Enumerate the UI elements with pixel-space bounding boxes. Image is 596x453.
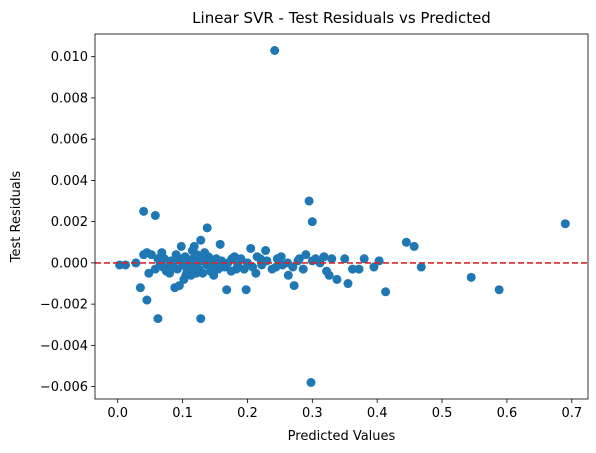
data-point [381,287,391,297]
data-point [174,281,184,291]
data-point [185,262,195,272]
data-point [289,281,299,291]
data-point [319,252,329,262]
data-point [222,285,232,295]
x-tick-label: 0.5 [432,406,453,421]
data-point [135,283,145,293]
data-point [306,378,316,387]
data-point [261,246,271,256]
data-point [340,254,350,264]
data-point [203,256,213,266]
data-point [236,254,246,264]
data-point [196,235,206,245]
data-point [246,243,256,253]
data-point [327,254,337,264]
plot-frame [94,33,589,400]
data-point [359,254,369,264]
data-point [288,262,298,272]
y-tick-label: 0.010 [51,50,88,65]
y-axis: −0.006 −0.004 −0.002 0.000 0.002 0.004 0.006 0.… [40,50,95,395]
y-tick-label: −0.002 [40,298,88,313]
x-tick-label: 0.7 [561,406,582,421]
data-point [298,264,308,274]
data-point [343,279,353,289]
data-point [401,237,411,247]
data-point [196,314,206,324]
y-tick-label: 0.002 [51,215,88,230]
data-point [179,274,189,284]
data-point [301,250,311,260]
data-point [227,254,237,264]
points-layer [115,46,570,387]
data-point [409,241,419,251]
data-point [150,210,160,220]
data-point [494,285,504,295]
data-point [307,256,317,266]
data-point [215,260,225,270]
data-point [198,268,208,278]
data-point [270,46,280,55]
data-point [241,285,251,295]
x-tick-label: 0.0 [107,406,128,421]
chart-title: Linear SVR - Test Residuals vs Predicted [192,9,491,27]
data-point [215,239,225,249]
y-tick-label: 0.006 [51,133,88,148]
y-tick-label: 0.008 [51,91,88,106]
data-point [374,256,384,266]
data-point [176,241,186,251]
data-point [348,264,358,274]
x-tick-label: 0.4 [367,406,388,421]
x-tick-label: 0.3 [302,406,323,421]
data-point [304,196,314,206]
data-point [142,295,152,305]
y-axis-label: Test Residuals [9,171,24,264]
data-point [332,274,342,284]
data-point [202,223,212,233]
data-point [187,246,197,256]
data-point [560,219,570,229]
x-tick-label: 0.6 [497,406,518,421]
data-point [139,206,149,216]
data-point [144,268,154,278]
data-point [153,314,163,324]
data-point [209,270,219,280]
y-tick-label: 0.000 [51,256,88,271]
data-point [255,254,265,264]
y-tick-label: −0.004 [40,339,88,354]
data-point [276,252,286,262]
data-point [466,272,476,282]
data-point [307,217,317,227]
data-point [120,260,130,270]
data-point [271,262,281,272]
y-tick-label: 0.004 [51,174,88,189]
data-point [354,264,364,274]
data-point [294,254,304,264]
data-point [146,250,156,260]
data-point [369,262,379,272]
y-tick-label: −0.006 [40,380,88,395]
data-point [251,268,261,278]
x-tick-label: 0.2 [237,406,258,421]
data-point [416,262,426,272]
data-point [324,270,334,280]
data-point [191,268,201,278]
x-axis-label: Predicted Values [288,429,396,444]
data-point [231,264,241,274]
x-tick-label: 0.1 [172,406,193,421]
x-axis: 0.0 0.1 0.2 0.3 0.4 0.5 0.6 0.7 [107,399,582,421]
data-point [171,250,181,260]
data-point [283,270,293,280]
